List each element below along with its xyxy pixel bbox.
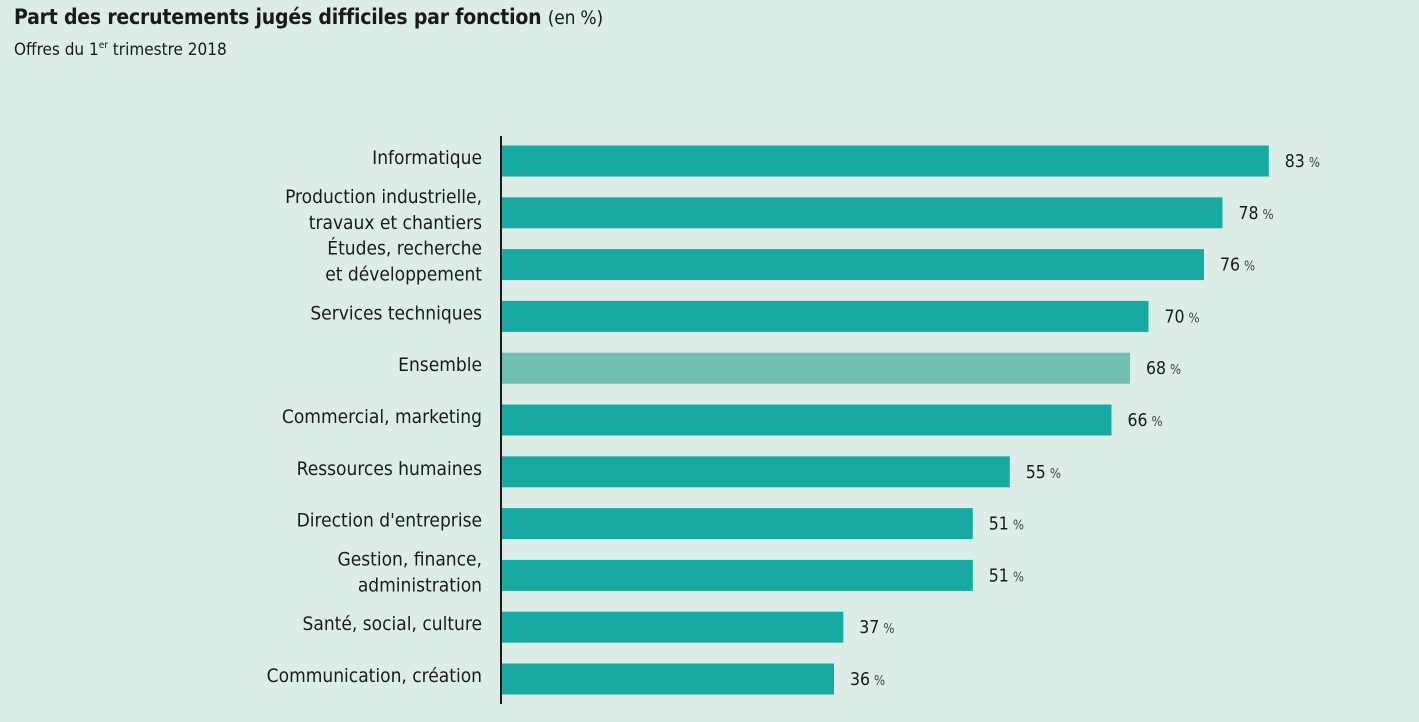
value-label: 83% [1285,152,1320,172]
value-label: 37% [859,618,894,638]
category-label: Gestion, finance, administration [337,548,482,596]
category-label: Ensemble [398,354,482,376]
bar [501,145,1269,177]
value-label: 76% [1220,256,1255,276]
chart-subtitle: Offres du 1er trimestre 2018 [14,38,603,62]
chart-subtitle-sup: er [98,40,108,51]
category-label: Ressources humaines [297,458,482,480]
bar [501,663,834,695]
chart-subtitle-post: trimestre 2018 [107,40,227,60]
category-label: Études, recherche et développement [325,237,482,286]
category-label: Informatique [372,147,482,169]
category-label: Services techniques [310,302,482,324]
bar [501,508,973,540]
category-label: Communication, création [267,665,482,687]
category-label: Santé, social, culture [303,613,482,635]
bar [501,352,1130,384]
category-label: Production industrielle, travaux et chant… [285,186,482,234]
bar [501,404,1112,436]
category-label: Direction d'entreprise [297,510,482,532]
value-label: 66% [1128,411,1163,431]
bar [501,300,1149,332]
bar [501,249,1204,281]
category-label: Commercial, marketing [282,406,482,428]
bar [501,456,1010,488]
chart-title: Part des recrutements jugés difficiles p… [14,4,603,31]
chart-header: Part des recrutements jugés difficiles p… [14,4,603,62]
value-label: 51% [989,515,1024,535]
value-label: 78% [1239,204,1274,224]
value-label: 68% [1146,359,1181,379]
value-label: 55% [1026,463,1061,483]
value-label: 70% [1165,307,1200,327]
bar [501,611,844,643]
chart-title-unit: (en %) [547,7,603,29]
chart-subtitle-pre: Offres du 1 [14,40,99,60]
bar [501,559,973,591]
value-label: 36% [850,670,885,690]
value-label: 51% [989,566,1024,586]
bar [501,197,1223,229]
chart-title-text: Part des recrutements jugés difficiles p… [14,5,542,29]
